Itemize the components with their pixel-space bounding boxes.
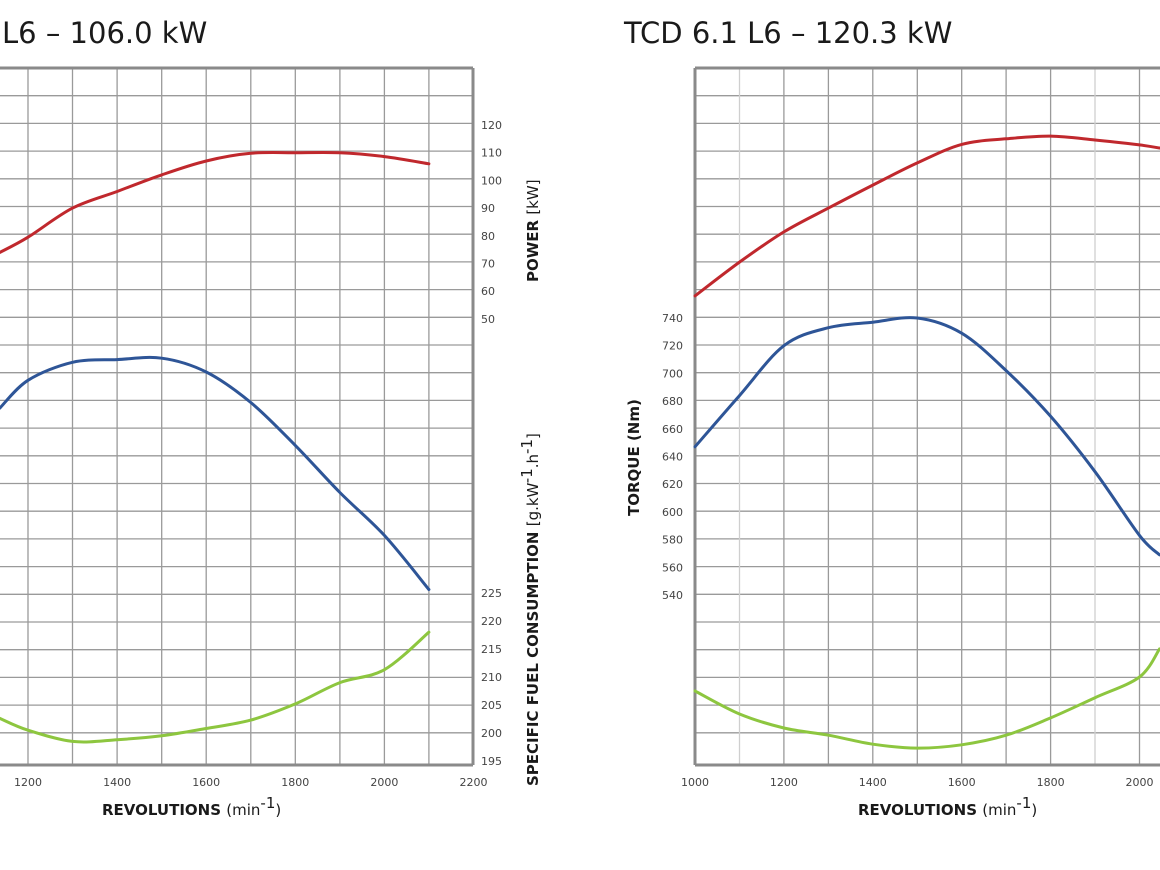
sfc-tick-labels: 225 220 215 210 205 200 195 [481,587,502,768]
left-chart: L6 – 106.0 kW 1200 1400 1600 1800 2000 2200 1… [0,16,542,819]
power-axis-unit: [kW] [524,179,542,214]
x-axis-unit-sup: -1 [1016,794,1031,812]
power-tick-label: 70 [481,258,495,271]
x-tick-labels: 1200 1400 1600 1800 2000 2200 [14,776,488,789]
power-tick-label: 50 [481,313,495,326]
grid [0,66,475,767]
series-group [693,134,1160,750]
sfc-tick-label: 200 [481,727,502,740]
specific-fuel-consumption-line [0,630,431,744]
sfc-axis-unit-sup1: -1 [518,468,536,483]
sfc-tick-label: 215 [481,643,502,656]
x-axis-unit-sup: -1 [260,794,275,812]
torque-line [693,316,1160,557]
sfc-tick-label: 225 [481,587,502,600]
sfc-axis-unit-sup2: -1 [518,439,536,454]
x-axis-unit: (min [226,801,260,819]
specific-fuel-consumption-line [693,647,1160,750]
sfc-axis-label-text: SPECIFIC FUEL CONSUMPTION [524,532,542,786]
sfc-tick-label: 220 [481,615,502,628]
x-tick-label: 1200 [14,776,42,789]
power-tick-label: 120 [481,119,502,132]
power-line [0,150,431,254]
sfc-axis-unit-close: ] [524,433,542,439]
x-tick-label: 1800 [1037,776,1065,789]
power-tick-label: 100 [481,174,502,187]
torque-tick-label: 680 [662,395,683,408]
sfc-axis-unit-mid: .h [524,454,542,468]
torque-tick-label: 720 [662,340,683,353]
sfc-tick-label: 205 [481,699,502,712]
x-tick-label: 1600 [192,776,220,789]
torque-tick-label: 600 [662,506,683,519]
sfc-tick-label: 210 [481,671,502,684]
x-axis-label: REVOLUTIONS (min-1) [102,794,281,819]
chart-title: TCD 6.1 L6 – 120.3 kW [623,16,952,50]
right-chart: TCD 6.1 L6 – 120.3 kW 1000 1200 1400 1600 18… [623,16,1160,819]
x-tick-label: 1200 [770,776,798,789]
x-tick-label: 2000 [370,776,398,789]
grid [693,66,1160,767]
torque-tick-labels: 740 720 700 680 660 640 620 600 580 560 540 [662,312,683,602]
x-axis-label-text: REVOLUTIONS [858,801,977,819]
x-tick-label: 1400 [103,776,131,789]
torque-line [0,355,431,591]
x-tick-label: 1000 [681,776,709,789]
torque-tick-label: 660 [662,423,683,436]
x-tick-label: 1600 [948,776,976,789]
power-tick-label: 90 [481,202,495,215]
x-axis-unit-close: ) [1031,801,1037,819]
torque-axis-unit: (Nm) [625,399,643,441]
x-tick-label: 1400 [859,776,887,789]
x-tick-labels: 1000 1200 1400 1600 1800 2000 [681,776,1154,789]
x-axis-label: REVOLUTIONS (min-1) [858,794,1037,819]
torque-tick-label: 700 [662,367,683,380]
power-tick-labels: 120 110 100 90 80 70 60 50 [481,119,502,326]
sfc-axis-label: SPECIFIC FUEL CONSUMPTION [g.kW-1.h-1] [518,433,542,786]
chart-title: L6 – 106.0 kW [2,16,207,50]
torque-tick-label: 640 [662,451,683,464]
torque-tick-label: 540 [662,589,683,602]
torque-tick-label: 560 [662,561,683,574]
torque-tick-label: 620 [662,478,683,491]
sfc-axis-unit: [g.kW [524,482,542,526]
power-tick-label: 60 [481,285,495,298]
power-axis-label-text: POWER [524,219,542,282]
x-tick-label: 2000 [1126,776,1154,789]
torque-tick-label: 580 [662,534,683,547]
x-axis-unit: (min [982,801,1016,819]
x-axis-label-text: REVOLUTIONS [102,801,221,819]
power-tick-label: 80 [481,230,495,243]
power-axis-label: POWER [kW] [524,179,542,282]
power-line [693,134,1160,298]
sfc-tick-label: 195 [481,755,502,768]
x-tick-label: 1800 [281,776,309,789]
torque-tick-label: 740 [662,312,683,325]
series-group [0,150,431,744]
torque-axis-label-text: TORQUE [625,446,643,516]
x-axis-unit-close: ) [275,801,281,819]
power-tick-label: 110 [481,147,502,160]
x-tick-label: 2200 [460,776,488,789]
torque-axis-label: TORQUE (Nm) [625,399,643,516]
